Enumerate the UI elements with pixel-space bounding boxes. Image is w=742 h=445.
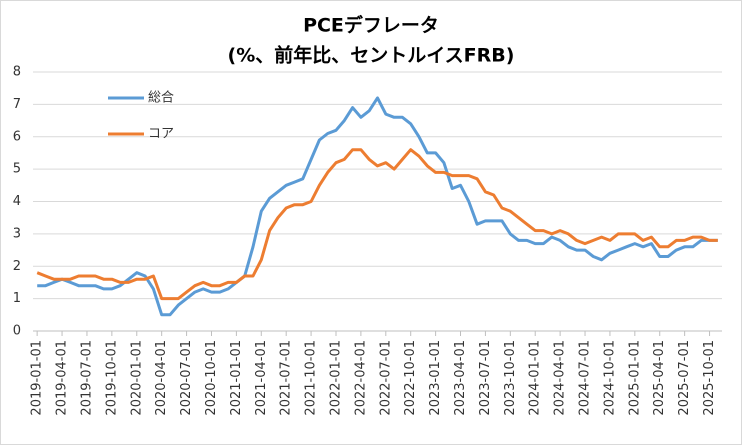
x-tick-label: 2021-10-01 bbox=[304, 340, 319, 416]
x-tick-label: 2021-01-01 bbox=[229, 340, 244, 416]
y-tick-label: 5 bbox=[13, 162, 21, 177]
legend-label: コア bbox=[148, 127, 174, 142]
y-tick-label: 7 bbox=[13, 97, 21, 112]
x-tick-label: 2025-10-01 bbox=[702, 340, 717, 416]
x-tick-label: 2019-01-01 bbox=[30, 340, 45, 416]
x-tick-label: 2025-04-01 bbox=[652, 340, 667, 416]
x-tick-label: 2023-07-01 bbox=[478, 340, 493, 416]
y-tick-label: 3 bbox=[13, 226, 21, 241]
x-tick-label: 2024-01-01 bbox=[528, 340, 543, 416]
y-tick-label: 2 bbox=[13, 259, 21, 274]
x-tick-label: 2024-10-01 bbox=[602, 340, 617, 416]
x-tick-label: 2022-07-01 bbox=[378, 340, 393, 416]
y-tick-label: 8 bbox=[13, 65, 21, 80]
x-tick-label: 2020-01-01 bbox=[129, 340, 144, 416]
x-tick-label: 2023-04-01 bbox=[453, 340, 468, 416]
y-tick-label: 6 bbox=[13, 129, 21, 144]
x-tick-label: 2024-07-01 bbox=[578, 340, 593, 416]
x-tick-label: 2025-01-01 bbox=[627, 340, 642, 416]
x-tick-label: 2020-07-01 bbox=[179, 340, 194, 416]
x-tick-label: 2020-04-01 bbox=[154, 340, 169, 416]
x-tick-label: 2022-10-01 bbox=[403, 340, 418, 416]
x-tick-label: 2021-04-01 bbox=[254, 340, 269, 416]
x-tick-label: 2023-01-01 bbox=[428, 340, 443, 416]
chart-title: PCEデフレータ bbox=[303, 14, 439, 37]
x-tick-label: 2021-07-01 bbox=[279, 340, 294, 416]
x-tick-label: 2022-01-01 bbox=[328, 340, 343, 416]
x-tick-label: 2019-04-01 bbox=[55, 340, 70, 416]
y-tick-label: 1 bbox=[13, 291, 21, 306]
y-tick-label: 4 bbox=[13, 194, 21, 209]
legend-label: 総合 bbox=[148, 91, 174, 106]
x-tick-label: 2020-10-01 bbox=[204, 340, 219, 416]
x-tick-label: 2024-04-01 bbox=[553, 340, 568, 416]
x-tick-label: 2019-10-01 bbox=[104, 340, 119, 416]
chart-subtitle: (%、前年比、セントルイスFRB) bbox=[228, 44, 515, 67]
x-tick-label: 2019-07-01 bbox=[79, 340, 94, 416]
series-line bbox=[37, 96, 718, 317]
x-tick-label: 2022-04-01 bbox=[353, 340, 368, 416]
series-line bbox=[36, 148, 718, 301]
x-tick-label: 2023-10-01 bbox=[503, 340, 518, 416]
x-tick-label: 2025-07-01 bbox=[677, 340, 692, 416]
y-tick-label: 0 bbox=[13, 324, 21, 339]
